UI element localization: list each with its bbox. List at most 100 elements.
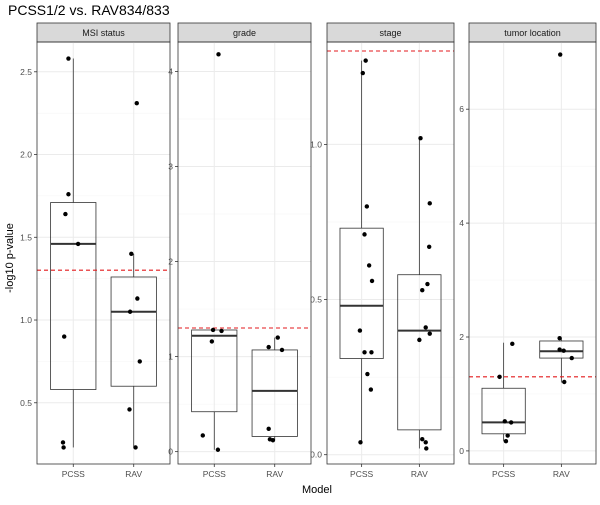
- data-point: [420, 288, 425, 293]
- data-point: [137, 359, 142, 364]
- panel-border: [177, 41, 312, 465]
- box-rav: [251, 349, 298, 437]
- y-tick-label: 1.0: [20, 315, 32, 325]
- data-point: [270, 438, 276, 443]
- data-point: [66, 192, 71, 197]
- data-point: [508, 420, 514, 425]
- x-tick-label: RAV: [125, 469, 142, 479]
- data-point: [60, 440, 66, 445]
- y-tick-label: 2: [168, 257, 173, 267]
- data-point: [557, 335, 562, 341]
- data-point: [427, 201, 432, 206]
- x-axis-label: Model: [302, 484, 332, 496]
- y-tick-label: 2: [459, 332, 464, 342]
- box-rav: [397, 274, 442, 431]
- data-point: [420, 436, 425, 442]
- facet-msi-status: MSI status 0.5 1.0 1.5 2.0 2.5 PCSS RAV: [20, 22, 171, 479]
- data-point: [425, 281, 430, 287]
- data-point: [423, 325, 428, 330]
- box-pcss: [481, 387, 526, 435]
- data-point: [61, 445, 66, 450]
- y-tick-label: 6: [459, 104, 464, 114]
- x-tick-label: PCSS: [203, 469, 226, 479]
- facet-stage: stage 0.0 0.5 1.0 PCSS RAV: [310, 22, 455, 479]
- facet-panels: MSI status 0.5 1.0 1.5 2.0 2.5 PCSS RAV grade 0 1 2…: [20, 22, 597, 479]
- y-tick-label: 2.0: [20, 150, 32, 160]
- data-point: [569, 355, 574, 361]
- data-point: [426, 244, 432, 249]
- box-pcss: [191, 329, 238, 413]
- data-point: [133, 445, 138, 450]
- data-point: [75, 241, 81, 247]
- data-point: [561, 348, 566, 353]
- data-point: [423, 440, 428, 445]
- data-point: [275, 335, 280, 340]
- y-tick-label: 0: [168, 447, 173, 457]
- data-point: [360, 70, 365, 76]
- data-point: [366, 263, 372, 268]
- facet-strip-label: stage: [379, 28, 401, 38]
- data-point: [510, 341, 515, 347]
- x-tick-label: RAV: [411, 469, 428, 479]
- panel-border: [468, 41, 597, 465]
- data-point: [368, 387, 374, 392]
- y-tick-label: 4: [459, 218, 464, 228]
- y-tick-label: 1.5: [20, 232, 32, 242]
- data-point: [209, 339, 215, 344]
- x-tick-label: PCSS: [62, 469, 85, 479]
- data-point: [215, 447, 221, 452]
- data-point: [200, 433, 205, 438]
- y-tick-label: 2.5: [20, 67, 32, 77]
- data-point: [266, 426, 271, 432]
- box-pcss: [339, 227, 384, 359]
- data-point: [557, 347, 562, 352]
- facet-grade: grade 0 1 2 3 4 PCSS RAV: [168, 22, 312, 479]
- data-point: [418, 135, 423, 141]
- data-point: [417, 337, 422, 343]
- data-point: [279, 347, 285, 353]
- data-point: [369, 350, 374, 355]
- chart-title: PCSS1/2 vs. RAV834/833: [8, 2, 170, 18]
- y-tick-label: 1: [168, 352, 173, 362]
- facet-strip-label: grade: [233, 28, 256, 38]
- data-point: [216, 52, 221, 57]
- data-point: [266, 344, 271, 350]
- x-tick-label: PCSS: [350, 469, 373, 479]
- box-rav: [110, 276, 157, 387]
- box-rav: [539, 340, 584, 359]
- data-point: [502, 419, 507, 424]
- data-point: [562, 379, 567, 385]
- data-point: [63, 211, 68, 217]
- panel-border: [326, 41, 455, 465]
- y-tick-label: 1.0: [310, 139, 322, 149]
- data-point: [503, 439, 509, 444]
- data-point: [364, 204, 370, 209]
- data-point: [363, 58, 368, 63]
- data-point: [62, 334, 67, 339]
- panel-border: [36, 41, 171, 465]
- y-tick-label: 0.5: [20, 398, 32, 408]
- x-tick-label: PCSS: [492, 469, 515, 479]
- box-pcss: [50, 202, 97, 390]
- data-point: [358, 440, 363, 445]
- x-tick-label: RAV: [266, 469, 283, 479]
- x-tick-label: RAV: [553, 469, 570, 479]
- data-point: [558, 52, 563, 57]
- y-tick-label: 0.5: [310, 295, 322, 305]
- y-tick-label: 4: [168, 66, 173, 76]
- facet-strip-label: tumor location: [504, 28, 561, 38]
- data-point: [365, 371, 370, 377]
- data-point: [362, 232, 367, 237]
- data-point: [362, 350, 367, 355]
- data-point: [505, 433, 510, 438]
- data-point: [134, 101, 139, 106]
- y-axis-label: -log10 p-value: [4, 223, 16, 293]
- data-point: [427, 331, 432, 336]
- facet-strip-label: MSI status: [82, 28, 125, 38]
- y-tick-label: 0.0: [310, 450, 322, 460]
- data-point: [66, 56, 71, 61]
- data-point: [210, 327, 216, 333]
- data-point: [135, 296, 140, 301]
